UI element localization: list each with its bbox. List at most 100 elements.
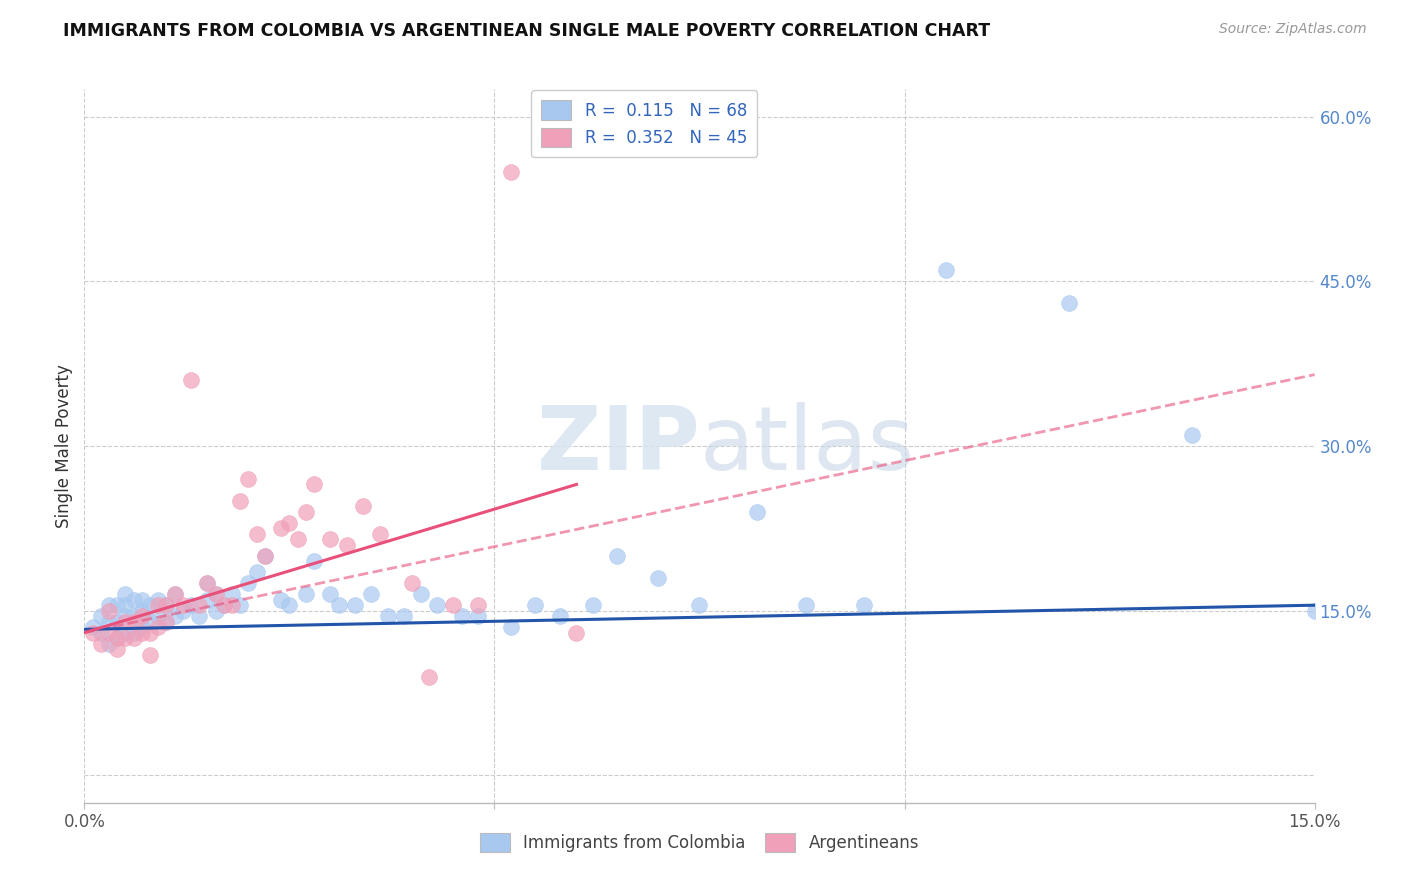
Point xyxy=(253,549,276,563)
Point xyxy=(204,587,226,601)
Text: ZIP: ZIP xyxy=(537,402,700,490)
Point xyxy=(98,604,120,618)
Point xyxy=(418,669,440,683)
Point xyxy=(278,598,301,612)
Point xyxy=(221,598,243,612)
Point xyxy=(1181,428,1204,442)
Point xyxy=(188,598,211,612)
Point xyxy=(131,620,153,634)
Text: Source: ZipAtlas.com: Source: ZipAtlas.com xyxy=(1219,22,1367,37)
Point xyxy=(319,533,342,547)
Point xyxy=(582,598,605,612)
Point xyxy=(253,549,276,563)
Point xyxy=(105,631,128,645)
Point xyxy=(689,598,711,612)
Point xyxy=(90,625,112,640)
Point xyxy=(246,526,269,541)
Point xyxy=(155,598,177,612)
Point xyxy=(197,592,219,607)
Point xyxy=(204,604,226,618)
Point xyxy=(114,609,136,624)
Point xyxy=(114,631,136,645)
Point xyxy=(565,625,588,640)
Point xyxy=(131,604,153,618)
Point xyxy=(401,576,423,591)
Point xyxy=(155,615,177,629)
Point xyxy=(114,625,136,640)
Point xyxy=(467,598,489,612)
Point xyxy=(745,505,768,519)
Point xyxy=(467,609,489,624)
Point xyxy=(409,587,432,601)
Point xyxy=(148,609,170,624)
Point xyxy=(98,598,120,612)
Point xyxy=(131,609,153,624)
Point xyxy=(524,598,547,612)
Point xyxy=(295,505,318,519)
Point xyxy=(443,598,465,612)
Point xyxy=(114,598,136,612)
Point xyxy=(426,598,449,612)
Point xyxy=(270,592,292,607)
Point xyxy=(139,615,162,629)
Point xyxy=(302,477,325,491)
Point xyxy=(139,598,162,612)
Point xyxy=(90,637,112,651)
Point xyxy=(122,625,145,640)
Point xyxy=(82,625,104,640)
Text: IMMIGRANTS FROM COLOMBIA VS ARGENTINEAN SINGLE MALE POVERTY CORRELATION CHART: IMMIGRANTS FROM COLOMBIA VS ARGENTINEAN … xyxy=(63,22,990,40)
Point xyxy=(172,604,194,618)
Point xyxy=(336,538,359,552)
Point xyxy=(270,521,292,535)
Point xyxy=(105,615,128,629)
Point xyxy=(499,620,522,634)
Point xyxy=(197,576,219,591)
Legend: Immigrants from Colombia, Argentineans: Immigrants from Colombia, Argentineans xyxy=(472,826,927,859)
Point xyxy=(180,598,202,612)
Text: atlas: atlas xyxy=(700,402,915,490)
Point xyxy=(139,625,162,640)
Point xyxy=(499,164,522,178)
Point xyxy=(368,526,391,541)
Point xyxy=(98,625,120,640)
Point xyxy=(114,587,136,601)
Point xyxy=(221,587,243,601)
Point xyxy=(197,576,219,591)
Point xyxy=(131,592,153,607)
Point xyxy=(1303,604,1326,618)
Point xyxy=(1057,296,1080,310)
Point xyxy=(935,263,957,277)
Point xyxy=(148,592,170,607)
Point xyxy=(163,609,186,624)
Point xyxy=(105,642,128,657)
Point xyxy=(105,631,128,645)
Point xyxy=(328,598,350,612)
Point xyxy=(114,615,136,629)
Point xyxy=(606,549,628,563)
Point xyxy=(229,598,252,612)
Point xyxy=(122,631,145,645)
Point xyxy=(122,609,145,624)
Point xyxy=(180,373,202,387)
Point xyxy=(163,587,186,601)
Point xyxy=(246,566,269,580)
Point xyxy=(122,615,145,629)
Point xyxy=(155,598,177,612)
Y-axis label: Single Male Poverty: Single Male Poverty xyxy=(55,364,73,528)
Point xyxy=(131,625,153,640)
Point xyxy=(394,609,416,624)
Point xyxy=(172,598,194,612)
Point xyxy=(344,598,367,612)
Point xyxy=(548,609,571,624)
Point xyxy=(212,598,235,612)
Point xyxy=(647,571,669,585)
Point xyxy=(238,576,260,591)
Point xyxy=(139,648,162,662)
Point xyxy=(188,609,211,624)
Point xyxy=(90,609,112,624)
Point xyxy=(278,516,301,530)
Point xyxy=(319,587,342,601)
Point xyxy=(295,587,318,601)
Point xyxy=(82,620,104,634)
Point xyxy=(148,620,170,634)
